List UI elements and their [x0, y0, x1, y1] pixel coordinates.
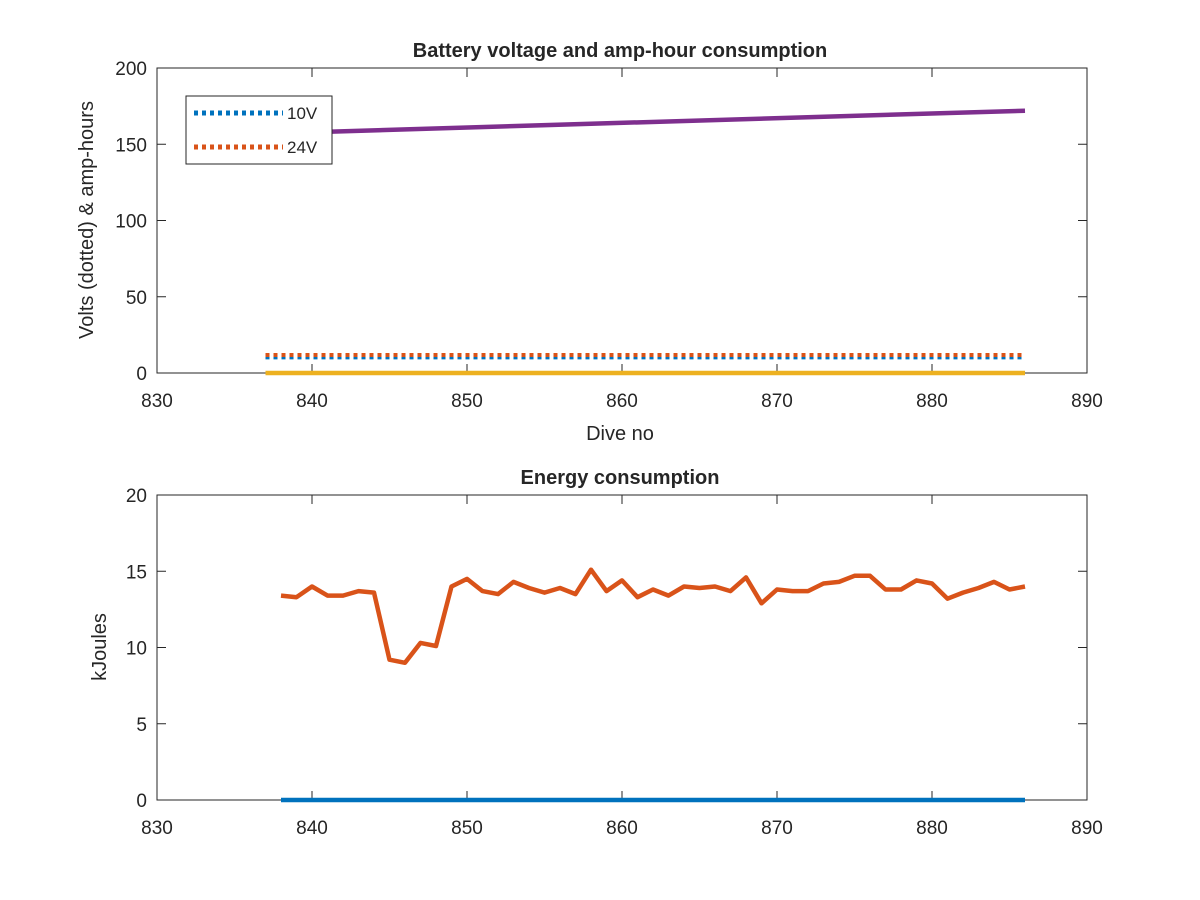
- y-tick-label: 10: [126, 639, 147, 660]
- energy-consumption-panel: Energy consumption 830 840 850 860 870 880 890…: [89, 467, 1103, 839]
- y-tick-label: 0: [136, 364, 147, 385]
- y-tick-label: 150: [115, 135, 147, 156]
- y-tick-label: 15: [126, 562, 147, 583]
- x-tick-label: 850: [451, 391, 483, 412]
- legend-label-24v: 24V: [287, 138, 318, 157]
- x-tick-label: 860: [606, 391, 638, 412]
- legend-label-10v: 10V: [287, 104, 318, 123]
- series-layer: [280, 567, 1026, 803]
- x-axis: 830 840 850 860 870 880 890: [141, 495, 1103, 839]
- y-tick-label: 100: [115, 212, 147, 233]
- x-tick-label: 870: [761, 818, 793, 839]
- y-tick-label: 200: [115, 59, 147, 80]
- x-tick-label: 880: [916, 391, 948, 412]
- x-tick-label: 880: [916, 818, 948, 839]
- y-tick-label: 50: [126, 288, 147, 309]
- y-axis: 0 50 100 150 200: [115, 59, 1087, 385]
- y-tick-label: 5: [136, 715, 147, 736]
- series-line-2: [265, 108, 1026, 136]
- y-tick-label: 20: [126, 486, 147, 507]
- x-tick-label: 840: [296, 818, 328, 839]
- x-axis-label: Dive no: [586, 423, 654, 445]
- series-line-1: [280, 567, 1026, 666]
- chart-title: Battery voltage and amp-hour consumption: [413, 40, 827, 62]
- plot-area: [156, 494, 1088, 801]
- x-tick-label: 830: [141, 391, 173, 412]
- series-layer: [265, 108, 1026, 376]
- x-tick-label: 860: [606, 818, 638, 839]
- x-tick-label: 830: [141, 818, 173, 839]
- y-axis-label: Volts (dotted) & amp-hours: [76, 101, 98, 339]
- y-tick-label: 0: [136, 791, 147, 812]
- y-axis: 0 5 10 15 20: [126, 486, 1087, 812]
- battery-voltage-panel: Battery voltage and amp-hour consumption…: [76, 40, 1103, 445]
- y-axis-label: kJoules: [89, 613, 111, 681]
- x-tick-label: 840: [296, 391, 328, 412]
- legend-box: [185, 95, 333, 165]
- x-tick-label: 870: [761, 391, 793, 412]
- legend: 10V 24V: [185, 95, 333, 165]
- x-tick-label: 890: [1071, 818, 1103, 839]
- x-tick-label: 850: [451, 818, 483, 839]
- x-tick-label: 890: [1071, 391, 1103, 412]
- chart-title: Energy consumption: [521, 467, 720, 489]
